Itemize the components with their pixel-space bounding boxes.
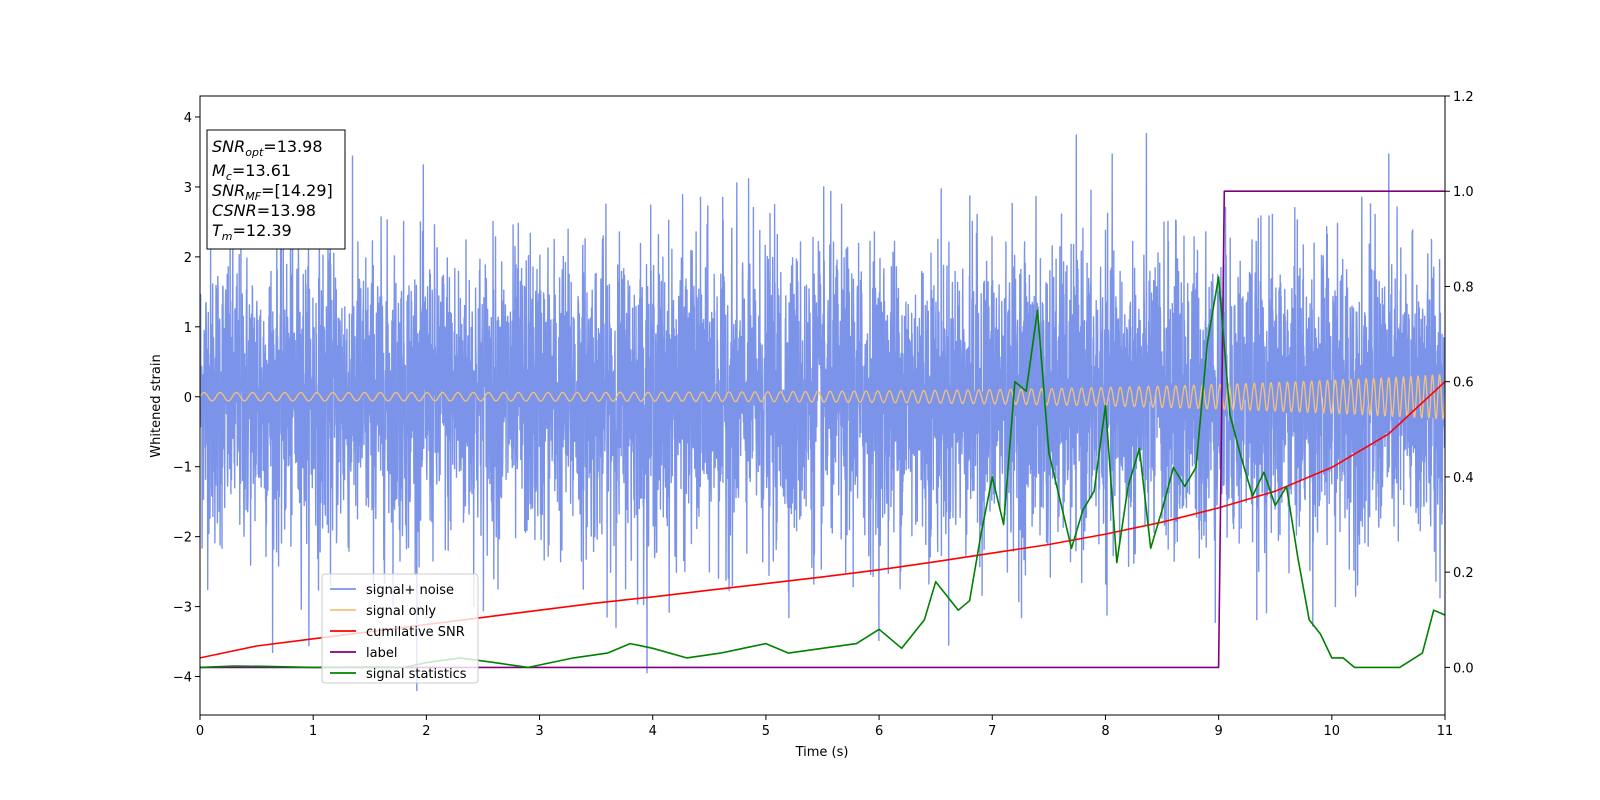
series-line-signal-only [200,374,1445,420]
annotation-line: SNRMF=[14.29] [212,181,333,203]
y-left-tick-label: 1 [184,321,192,336]
y-right-ticks: 1.2 1.0 0.8 0.6 0.4 0.2 0.0 [1445,90,1474,676]
x-tick-label: 7 [988,724,996,739]
x-tick-label: 2 [422,724,430,739]
x-tick-label: 11 [1437,724,1454,739]
x-tick-label: 0 [196,724,204,739]
annotation-line: Tm=12.39 [212,221,292,243]
y-left-tick-label: 2 [184,251,192,266]
annotation-line: SNRopt=13.98 [212,137,323,159]
y-left-tick-label: −1 [173,461,192,476]
x-ticks: 0 1 2 3 4 5 6 7 8 9 10 11 [196,715,1453,739]
x-tick-label: 1 [309,724,317,739]
legend-entry-label: label [366,646,397,661]
x-tick-label: 9 [1214,724,1222,739]
annotation-line: Mc=13.61 [212,161,291,183]
y-left-tick-label: 3 [184,181,192,196]
y-left-tick-label: 4 [184,111,192,126]
legend-entry-label: signal only [366,604,436,619]
plot-frame [199,95,1446,716]
x-tick-label: 8 [1101,724,1109,739]
x-tick-label: 4 [649,724,657,739]
y-right-tick-label: 1.2 [1453,90,1474,105]
y-right-tick-label: 0.6 [1453,376,1474,391]
y-axis-label: Whitened strain [149,354,164,457]
y-right-tick-label: 0.2 [1453,566,1474,581]
annotation-line: CSNR=13.98 [212,201,316,220]
legend-entry-label: signal statistics [366,667,467,682]
legend-entry-label: signal+ noise [366,583,454,598]
y-left-tick-label: 0 [184,391,192,406]
y-left-ticks: 4 3 2 1 0 −1 −2 −3 −4 [173,111,200,686]
series-line-signal-statistics [200,276,1445,669]
x-tick-label: 3 [535,724,543,739]
y-right-tick-label: 0.4 [1453,471,1474,486]
legend-entry-label: cumilative SNR [366,625,465,640]
y-right-tick-label: 0.8 [1453,280,1474,295]
y-right-tick-label: 1.0 [1453,185,1474,200]
y-right-tick-label: 0.0 [1453,661,1474,676]
y-left-tick-label: −4 [173,671,192,686]
x-tick-label: 6 [875,724,883,739]
y-left-tick-label: −3 [173,601,192,616]
annotation-box: SNRopt=13.98Mc=13.61SNRMF=[14.29]CSNR=13… [206,129,346,250]
x-tick-label: 5 [762,724,770,739]
legend: signal+ noise signal only cumilative SNR la… [321,573,479,684]
y-left-tick-label: −2 [173,531,192,546]
x-tick-label: 10 [1324,724,1341,739]
x-axis-label: Time (s) [795,745,849,760]
series-line-signal-noise [200,132,1445,692]
series-line-label [200,190,1445,669]
